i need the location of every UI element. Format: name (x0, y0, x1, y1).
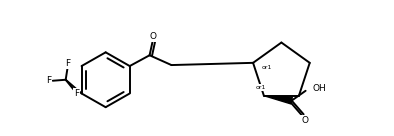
Polygon shape (264, 96, 292, 104)
Text: O: O (301, 116, 308, 125)
Text: or1: or1 (262, 65, 272, 70)
Text: or1: or1 (256, 85, 266, 90)
Text: F: F (46, 76, 51, 85)
Text: F: F (74, 89, 79, 98)
Text: O: O (149, 32, 156, 41)
Text: F: F (65, 59, 70, 68)
Text: OH: OH (312, 84, 326, 93)
